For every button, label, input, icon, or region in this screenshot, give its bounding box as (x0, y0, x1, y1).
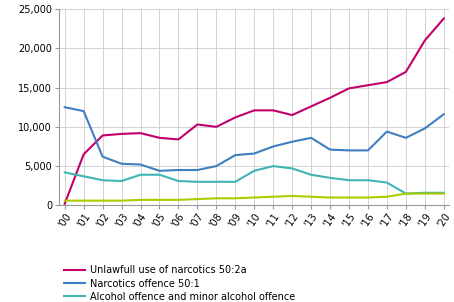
Alcohol offence and minor alcohol offence (271, 164, 276, 168)
Alcohol offence and minor alcohol offence (119, 179, 124, 183)
Alcohol offence and minor alcohol offence (232, 180, 238, 184)
Aggravated narcotics offence 50:2 (346, 196, 352, 199)
Alcohol offence and minor alcohol offence (403, 192, 409, 195)
Aggravated narcotics offence 50:2 (422, 192, 428, 195)
Unlawfull use of narcotics 50:2a (441, 17, 446, 20)
Unlawfull use of narcotics 50:2a (62, 202, 68, 206)
Narcotics offence 50:1 (422, 127, 428, 130)
Alcohol offence and minor alcohol offence (62, 171, 68, 174)
Unlawfull use of narcotics 50:2a (138, 131, 143, 135)
Unlawfull use of narcotics 50:2a (422, 39, 428, 42)
Unlawfull use of narcotics 50:2a (252, 108, 257, 112)
Aggravated narcotics offence 50:2 (308, 195, 314, 198)
Alcohol offence and minor alcohol offence (289, 167, 295, 170)
Narcotics offence 50:1 (308, 136, 314, 140)
Aggravated narcotics offence 50:2 (403, 192, 409, 195)
Aggravated narcotics offence 50:2 (214, 197, 219, 200)
Narcotics offence 50:1 (365, 149, 370, 152)
Unlawfull use of narcotics 50:2a (289, 113, 295, 117)
Legend: Unlawfull use of narcotics 50:2a, Narcotics offence 50:1, Alcohol offence and mi: Unlawfull use of narcotics 50:2a, Narcot… (64, 265, 296, 302)
Aggravated narcotics offence 50:2 (195, 197, 200, 201)
Aggravated narcotics offence 50:2 (384, 195, 390, 198)
Unlawfull use of narcotics 50:2a (157, 136, 162, 140)
Aggravated narcotics offence 50:2 (271, 195, 276, 198)
Line: Unlawfull use of narcotics 50:2a: Unlawfull use of narcotics 50:2a (65, 18, 444, 204)
Alcohol offence and minor alcohol offence (100, 178, 105, 182)
Alcohol offence and minor alcohol offence (365, 178, 370, 182)
Aggravated narcotics offence 50:2 (62, 199, 68, 202)
Unlawfull use of narcotics 50:2a (327, 96, 333, 100)
Narcotics offence 50:1 (176, 168, 181, 172)
Narcotics offence 50:1 (119, 162, 124, 165)
Narcotics offence 50:1 (441, 112, 446, 116)
Aggravated narcotics offence 50:2 (138, 198, 143, 202)
Alcohol offence and minor alcohol offence (138, 173, 143, 177)
Unlawfull use of narcotics 50:2a (81, 153, 86, 156)
Aggravated narcotics offence 50:2 (441, 192, 446, 195)
Aggravated narcotics offence 50:2 (327, 196, 333, 199)
Unlawfull use of narcotics 50:2a (100, 134, 105, 137)
Unlawfull use of narcotics 50:2a (308, 104, 314, 108)
Aggravated narcotics offence 50:2 (157, 198, 162, 202)
Alcohol offence and minor alcohol offence (327, 176, 333, 180)
Line: Narcotics offence 50:1: Narcotics offence 50:1 (65, 107, 444, 171)
Alcohol offence and minor alcohol offence (214, 180, 219, 184)
Unlawfull use of narcotics 50:2a (232, 116, 238, 119)
Unlawfull use of narcotics 50:2a (403, 70, 409, 74)
Narcotics offence 50:1 (327, 148, 333, 151)
Alcohol offence and minor alcohol offence (81, 175, 86, 178)
Unlawfull use of narcotics 50:2a (365, 83, 370, 87)
Narcotics offence 50:1 (289, 140, 295, 143)
Unlawfull use of narcotics 50:2a (214, 125, 219, 129)
Alcohol offence and minor alcohol offence (157, 173, 162, 177)
Line: Aggravated narcotics offence 50:2: Aggravated narcotics offence 50:2 (65, 194, 444, 201)
Narcotics offence 50:1 (195, 168, 200, 172)
Aggravated narcotics offence 50:2 (289, 194, 295, 198)
Aggravated narcotics offence 50:2 (232, 197, 238, 200)
Narcotics offence 50:1 (214, 164, 219, 168)
Alcohol offence and minor alcohol offence (384, 181, 390, 185)
Aggravated narcotics offence 50:2 (100, 199, 105, 202)
Narcotics offence 50:1 (252, 152, 257, 155)
Unlawfull use of narcotics 50:2a (384, 80, 390, 84)
Alcohol offence and minor alcohol offence (346, 178, 352, 182)
Narcotics offence 50:1 (271, 145, 276, 148)
Aggravated narcotics offence 50:2 (81, 199, 86, 202)
Unlawfull use of narcotics 50:2a (271, 108, 276, 112)
Unlawfull use of narcotics 50:2a (119, 132, 124, 136)
Narcotics offence 50:1 (157, 169, 162, 173)
Alcohol offence and minor alcohol offence (422, 191, 428, 194)
Alcohol offence and minor alcohol offence (441, 191, 446, 194)
Narcotics offence 50:1 (138, 163, 143, 166)
Aggravated narcotics offence 50:2 (119, 199, 124, 202)
Alcohol offence and minor alcohol offence (308, 173, 314, 177)
Aggravated narcotics offence 50:2 (176, 198, 181, 202)
Narcotics offence 50:1 (100, 155, 105, 159)
Aggravated narcotics offence 50:2 (252, 196, 257, 199)
Narcotics offence 50:1 (384, 130, 390, 133)
Unlawfull use of narcotics 50:2a (176, 138, 181, 141)
Narcotics offence 50:1 (403, 136, 409, 140)
Narcotics offence 50:1 (81, 109, 86, 113)
Narcotics offence 50:1 (232, 153, 238, 157)
Alcohol offence and minor alcohol offence (176, 179, 181, 183)
Aggravated narcotics offence 50:2 (365, 196, 370, 199)
Line: Alcohol offence and minor alcohol offence: Alcohol offence and minor alcohol offenc… (65, 166, 444, 194)
Narcotics offence 50:1 (346, 149, 352, 152)
Alcohol offence and minor alcohol offence (252, 169, 257, 173)
Narcotics offence 50:1 (62, 105, 68, 109)
Unlawfull use of narcotics 50:2a (346, 87, 352, 90)
Alcohol offence and minor alcohol offence (195, 180, 200, 184)
Unlawfull use of narcotics 50:2a (195, 123, 200, 126)
